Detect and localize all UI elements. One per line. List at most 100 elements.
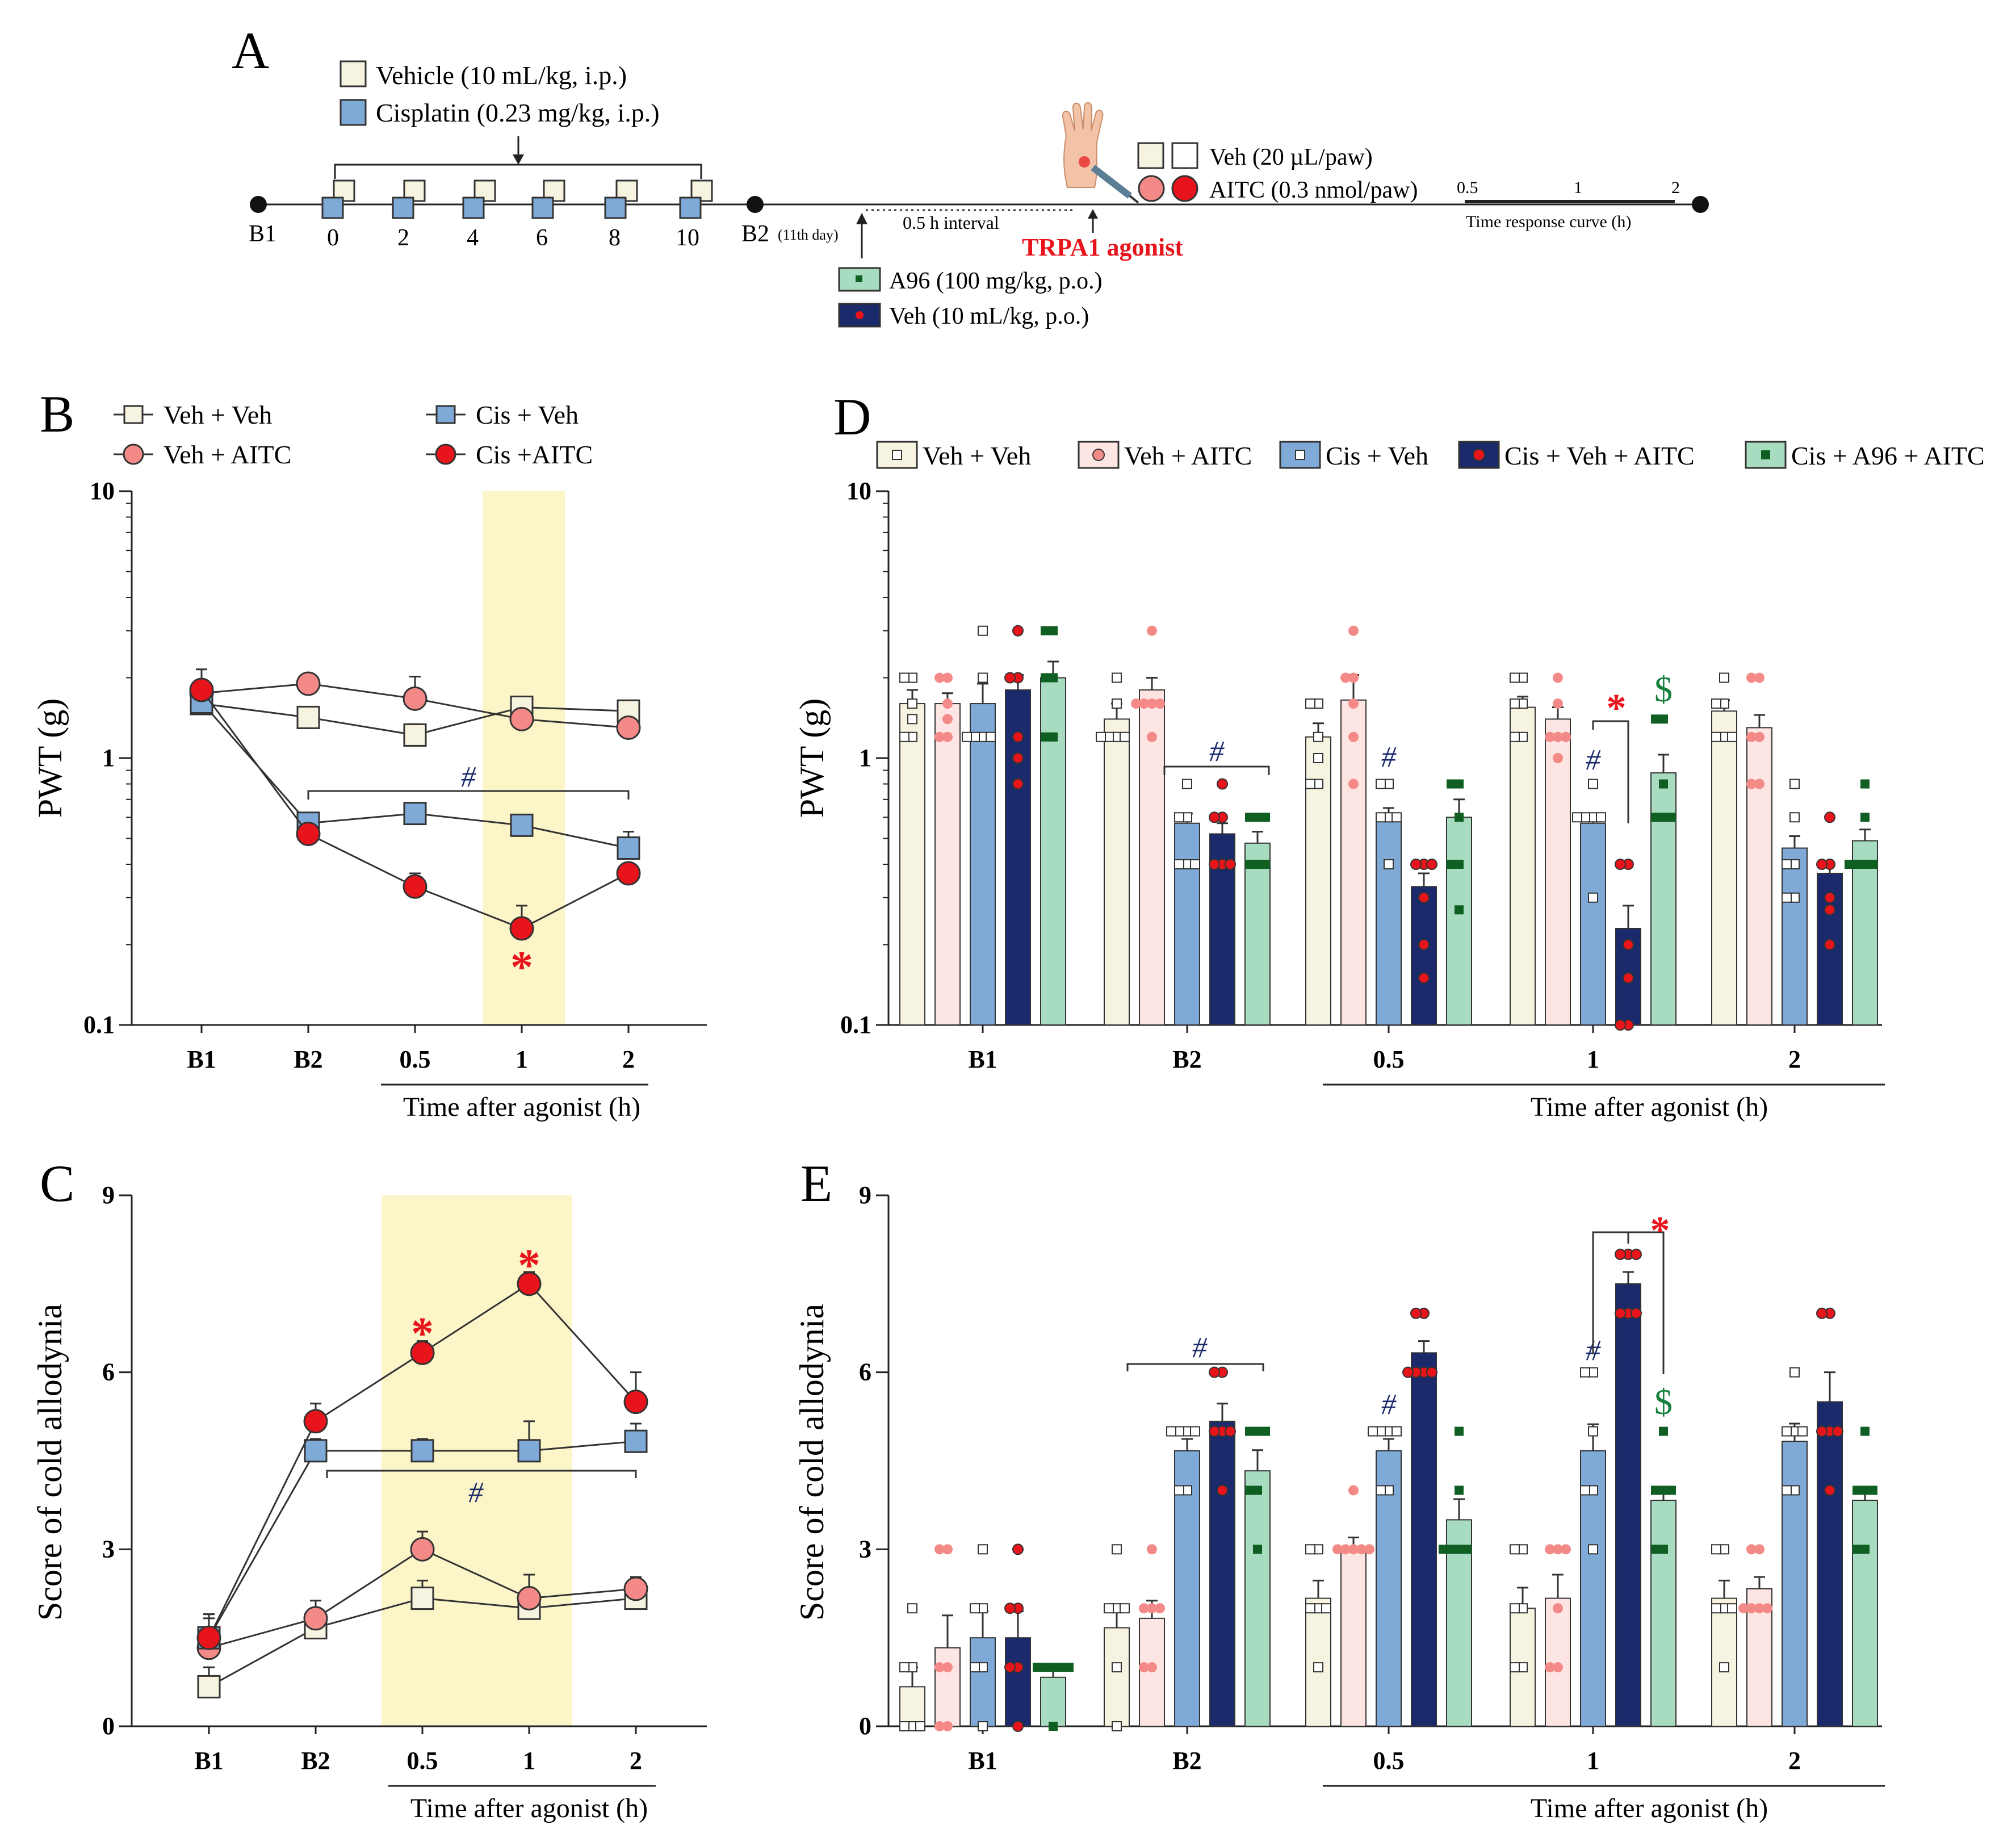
aitc-paw-legend-text: AITC (0.3 nmol/paw) [1209, 177, 1418, 203]
data-point [1104, 1603, 1114, 1614]
day-label: 10 [676, 225, 699, 251]
data-point [1545, 731, 1555, 742]
veh-dose-marker [473, 179, 496, 202]
data-point [1064, 1663, 1074, 1672]
bar [1580, 1450, 1606, 1727]
data-point [1120, 731, 1130, 742]
bar [1711, 710, 1737, 1026]
legend-marker-cis-aitc [435, 443, 456, 465]
x-axis-label: Time after agonist (h) [1531, 1793, 1768, 1823]
legend-label: Veh + AITC [164, 440, 291, 469]
data-point [1245, 1426, 1254, 1436]
data-point [1455, 1485, 1464, 1495]
bar [1411, 886, 1437, 1026]
data-point [978, 1721, 988, 1731]
data-point [1147, 698, 1157, 709]
data-point [1041, 732, 1050, 742]
data-point [509, 916, 534, 941]
data-point [1746, 779, 1757, 789]
data-point [1332, 1544, 1343, 1555]
day-label: 8 [609, 225, 621, 251]
data-point [1209, 1366, 1220, 1378]
data-point [1253, 1545, 1262, 1554]
plot-c: 0 3 6 9 B1 B2 0.5 1 2 Time after agonist (h) # * * [102, 1181, 707, 1823]
bar [970, 703, 996, 1026]
data-point [1376, 779, 1386, 789]
data-point [1418, 892, 1430, 903]
data-point [1041, 1663, 1050, 1672]
trpa1-agonist-label: TRPA1 agonist [1022, 233, 1183, 261]
data-point [1139, 1603, 1149, 1614]
data-point [1860, 779, 1870, 789]
data-point [1659, 779, 1668, 789]
panel-label-d: D [833, 388, 871, 446]
data-point [1321, 1603, 1331, 1614]
y-axis-label: Score of cold allodynia [31, 1304, 69, 1621]
data-point [1182, 779, 1192, 789]
data-point [1348, 698, 1359, 709]
data-point [1615, 1019, 1626, 1031]
data-point [1852, 1485, 1862, 1495]
timeline-start-dot [250, 196, 267, 213]
data-point [934, 731, 945, 742]
data-point [1553, 1662, 1563, 1673]
panel-e-bar-cold: E Score of cold allodynia 0 3 6 9 B1 B2 0.5 1 2T… [793, 1154, 1885, 1823]
data-point [970, 1603, 980, 1614]
data-point [907, 714, 917, 725]
legend-label: Cis + Veh [1326, 441, 1428, 470]
data-point [1012, 731, 1024, 743]
legend-label: Veh + Veh [923, 441, 1031, 470]
bar [1615, 1283, 1641, 1727]
x-tick-label: 0.5 [400, 1045, 431, 1073]
data-point [1510, 698, 1520, 709]
data-point [1860, 860, 1870, 869]
data-point [1004, 672, 1016, 684]
data-point [1049, 1663, 1058, 1672]
x-tick-label: B1 [194, 1747, 223, 1775]
data-point [1190, 859, 1200, 870]
bar [1650, 772, 1676, 1026]
data-point [517, 1586, 542, 1611]
bar [1340, 1549, 1367, 1727]
data-point [1510, 672, 1520, 683]
data-point [1348, 1544, 1359, 1555]
data-point [1261, 860, 1270, 869]
data-point [1049, 732, 1058, 742]
bar [1174, 1450, 1200, 1727]
data-point [196, 1625, 221, 1650]
data-point [1789, 812, 1800, 823]
significance-bracket [307, 790, 630, 800]
data-point [1816, 859, 1828, 871]
data-point [623, 1576, 648, 1601]
schedule-arrowhead [513, 154, 524, 165]
significance-bracket [1627, 1231, 1665, 1374]
data-point [1348, 779, 1359, 789]
star-marker: * [411, 1309, 434, 1359]
bar [1446, 1519, 1472, 1727]
data-point [1782, 892, 1792, 903]
y-tick-label: 0 [102, 1712, 115, 1740]
data-point [1245, 813, 1254, 822]
data-point [410, 1439, 434, 1463]
legend-marker-veh-aitc [123, 443, 144, 465]
veh-paw-swatch-1 [1137, 142, 1164, 169]
data-point [899, 731, 909, 742]
data-point [303, 1606, 328, 1631]
data-point [1348, 1485, 1359, 1496]
data-point [1253, 1485, 1262, 1495]
bar [970, 1637, 996, 1727]
data-point [907, 1603, 917, 1614]
data-point [1209, 1425, 1220, 1437]
legend-label: Cis + A96 + AITC [1791, 441, 1985, 470]
data-point [1147, 1544, 1157, 1555]
x-tick-label: 0.5 [1373, 1045, 1405, 1073]
data-point [1545, 1662, 1555, 1673]
legend-label: Veh + Veh [164, 400, 272, 429]
data-point [1112, 672, 1122, 683]
data-point [517, 1439, 541, 1463]
dollar-marker: $ [1654, 669, 1673, 709]
data-point [296, 671, 321, 696]
data-point [1253, 813, 1262, 822]
bar [1005, 1637, 1031, 1727]
